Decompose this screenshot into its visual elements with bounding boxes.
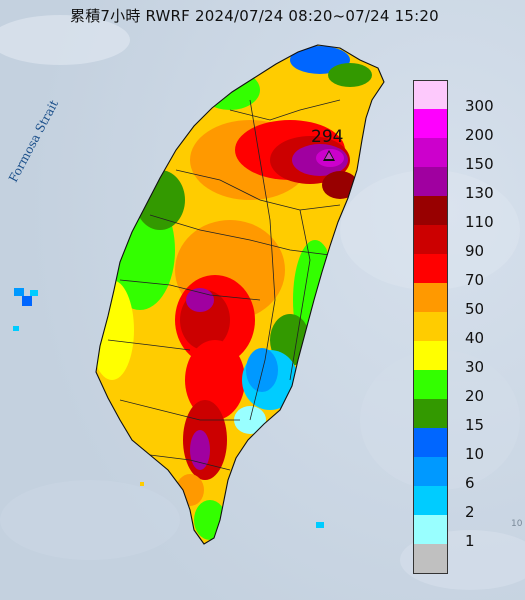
map-title: 累積7小時 RWRF 2024/07/24 08:20~07/24 15:20 [70,7,439,25]
legend-swatch [413,515,448,545]
county-boundaries [107,99,341,471]
legend-label: 300 [465,97,494,115]
legend-label: 1 [465,532,475,550]
legend-swatch [413,457,448,487]
legend-swatch [413,109,448,139]
legend-swatch [413,544,448,574]
legend-label: 90 [465,242,485,260]
legend-label: 50 [465,300,485,318]
legend-swatch [413,283,448,313]
legend-swatch [413,138,448,168]
legend-swatch [413,370,448,400]
legend-label: 30 [465,358,485,376]
legend-swatch [413,486,448,516]
legend-label: 130 [465,184,494,202]
legend-label: 200 [465,126,494,144]
legend-label: 40 [465,329,485,347]
legend-swatch [413,312,448,342]
legend-swatch [413,225,448,255]
legend-label: 150 [465,155,494,173]
offshore-echoes [13,288,324,528]
legend-swatch [413,399,448,429]
max-rainfall-marker-icon [323,150,335,161]
legend-swatch [413,167,448,197]
legend-label: 2 [465,503,475,521]
legend-label: 70 [465,271,485,289]
legend-label: 10 [465,445,485,463]
max-rainfall-label: 294 [311,127,344,147]
legend-label: 15 [465,416,485,434]
legend-swatch [413,80,448,110]
legend-swatch [413,196,448,226]
legend-swatch [413,428,448,458]
legend-label: 6 [465,474,475,492]
edge-label-fragment: 10 [511,519,523,529]
legend-swatch [413,254,448,284]
legend-swatch [413,341,448,371]
legend-label: 20 [465,387,485,405]
legend-label: 110 [465,213,494,231]
